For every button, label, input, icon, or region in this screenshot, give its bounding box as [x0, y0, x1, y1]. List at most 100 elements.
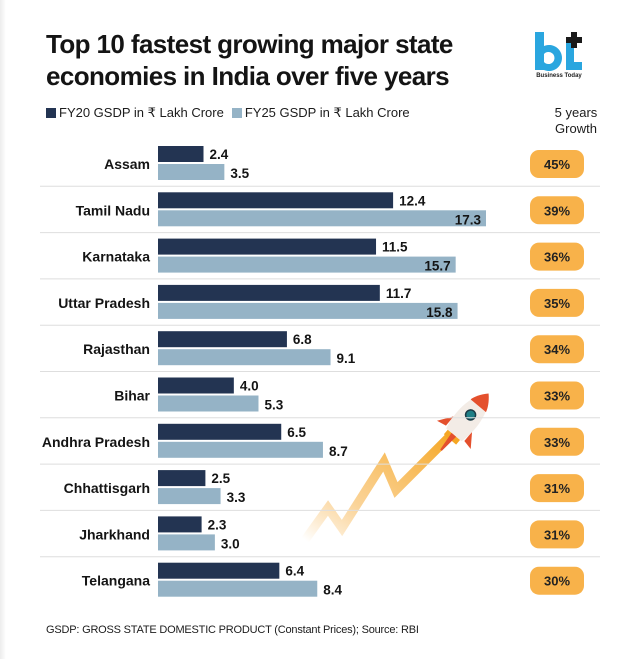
value-label-fy20: 11.7	[386, 286, 412, 301]
value-label-fy20: 12.4	[399, 193, 426, 208]
value-label-fy20: 4.0	[240, 379, 259, 394]
rocket-illustration	[301, 393, 489, 543]
value-label-fy20: 2.3	[208, 517, 227, 532]
bar-fy25	[158, 580, 318, 597]
page-edge-shadow	[0, 0, 6, 659]
growth-badge	[530, 474, 584, 503]
growth-value: 39%	[544, 203, 570, 218]
legend-item-fy25: FY25 GSDP in ₹ Lakh Crore	[231, 105, 410, 121]
growth-badge	[530, 196, 584, 225]
value-label-fy25: 3.5	[230, 166, 249, 181]
bar-fy25	[158, 210, 486, 227]
value-label-fy25: 8.4	[323, 583, 342, 598]
growth-header-line-2: Growth	[555, 121, 597, 136]
growth-badge	[530, 427, 584, 456]
legend-swatch-fy25	[231, 108, 242, 118]
bar-fy20	[158, 238, 377, 255]
growth-header-line-1: 5 years	[554, 105, 598, 120]
legend-label-fy20: FY20 GSDP in ₹ Lakh Crore	[59, 105, 224, 120]
bar-fy25	[158, 302, 458, 319]
footnote: GSDP: GROSS STATE DOMESTIC PRODUCT (Cons…	[46, 624, 419, 636]
logo-subtitle: Business Today	[536, 73, 582, 79]
category-label: Assam	[104, 156, 150, 172]
title-line-2: economies in India over five years	[46, 61, 450, 91]
table-row: Telangana 6.4 8.4 30%	[40, 556, 600, 598]
value-label-fy20: 11.5	[382, 240, 408, 255]
bar-fy20	[158, 284, 380, 301]
growth-value: 30%	[544, 574, 570, 589]
table-row: Uttar Pradesh 11.7 15.8 35%	[40, 278, 600, 320]
logo-icon	[535, 32, 582, 71]
legend-label-fy25: FY25 GSDP in ₹ Lakh Crore	[244, 105, 410, 120]
bar-fy25	[158, 256, 456, 273]
title-line-1: Top 10 fastest growing major state	[46, 29, 453, 59]
bar-fy25	[158, 488, 221, 505]
bar-fy20	[158, 377, 234, 394]
table-row: Rajasthan 6.8 9.1 34%	[40, 324, 600, 366]
table-row: Chhattisgarh 2.5 3.3 31%	[40, 463, 600, 505]
category-label: Rajasthan	[83, 341, 150, 357]
category-label: Bihar	[114, 388, 150, 404]
category-label: Chhattisgarh	[64, 480, 150, 496]
table-row: Assam 2.43.5 45%	[104, 146, 584, 181]
legend-swatch-fy20	[46, 108, 56, 118]
bar-fy20	[158, 562, 280, 579]
bar-fy25	[158, 534, 215, 551]
bar-fy25	[158, 349, 331, 366]
value-label-fy25: 3.3	[227, 490, 246, 505]
growth-column-header: 5 years Growth	[548, 105, 604, 137]
growth-badge	[530, 381, 584, 410]
growth-badge	[530, 150, 584, 178]
bar-fy20	[158, 331, 287, 348]
bar-fy25	[158, 164, 225, 180]
category-label: Tamil Nadu	[76, 202, 150, 218]
value-label-fy25: 15.7	[424, 259, 450, 274]
value-label-fy25: 9.1	[337, 351, 356, 366]
growth-value: 31%	[544, 527, 570, 542]
growth-value: 31%	[544, 481, 570, 496]
growth-value: 35%	[544, 296, 570, 311]
category-label: Andhra Pradesh	[42, 434, 150, 450]
category-label: Karnataka	[82, 249, 150, 265]
growth-badge	[530, 288, 584, 317]
growth-value: 45%	[544, 157, 570, 172]
bar-fy20	[158, 192, 394, 209]
value-label-fy20: 2.5	[211, 471, 230, 486]
value-label-fy25: 8.7	[329, 444, 348, 459]
category-label: Uttar Pradesh	[58, 295, 150, 311]
growth-value: 33%	[544, 435, 570, 450]
table-row: Karnataka 11.5 15.7 36%	[40, 232, 600, 274]
legend: FY20 GSDP in ₹ Lakh Crore FY25 GSDP in ₹…	[46, 105, 410, 121]
business-today-logo	[535, 32, 582, 71]
growth-badge	[530, 242, 584, 271]
growth-value: 36%	[544, 250, 570, 265]
table-row: Tamil Nadu 12.4 17.3 39%	[40, 185, 600, 227]
growth-badge	[530, 335, 584, 364]
bar-fy25	[158, 441, 323, 458]
category-label: Jharkhand	[79, 526, 150, 542]
table-row: Bihar 4.0 5.3 33%	[40, 371, 600, 413]
category-label: Telangana	[82, 573, 150, 589]
growth-badge	[530, 520, 584, 549]
growth-badge	[530, 566, 584, 595]
value-label-fy25: 17.3	[455, 212, 482, 227]
table-row: Andhra Pradesh 6.5 8.7 33%	[40, 417, 600, 459]
value-label-fy20: 6.5	[287, 425, 306, 440]
growth-value: 34%	[544, 342, 570, 357]
bar-fy20	[158, 470, 206, 487]
growth-value: 33%	[544, 389, 570, 404]
value-label-fy25: 5.3	[264, 398, 283, 413]
chart-rows: Assam 2.43.5 45% Tamil Nadu 12.4 17.3 39% Karna…	[40, 146, 600, 598]
bar-fy20	[158, 423, 282, 440]
bar-fy25	[158, 395, 259, 412]
value-label-fy25: 3.0	[221, 536, 240, 551]
value-label-fy20: 2.4	[210, 147, 229, 162]
growth-trail	[301, 430, 456, 543]
bar-fy20	[158, 146, 204, 162]
table-row: Jharkhand 2.3 3.0 31%	[40, 509, 600, 551]
value-label-fy25: 15.8	[426, 305, 453, 320]
bar-fy20	[158, 516, 202, 533]
legend-item-fy20: FY20 GSDP in ₹ Lakh Crore	[46, 105, 224, 121]
value-label-fy20: 6.8	[293, 332, 312, 347]
